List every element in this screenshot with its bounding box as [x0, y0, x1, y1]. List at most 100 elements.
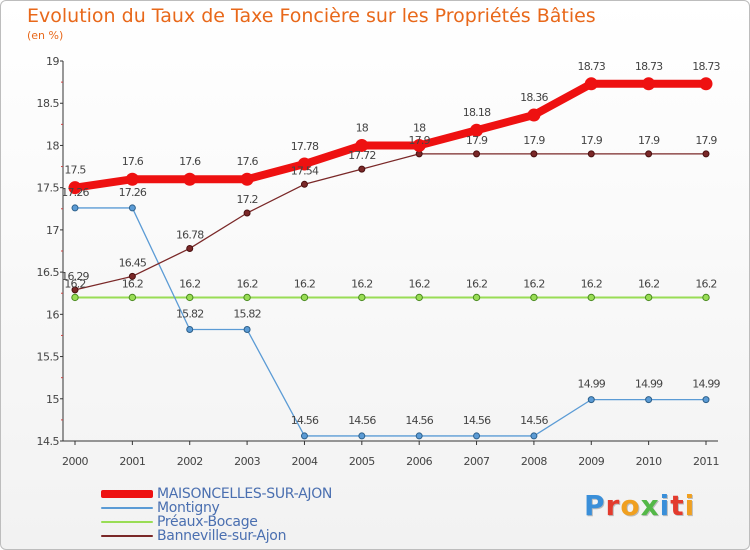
data-label-pr-aux-bocage: 16.2: [179, 277, 200, 290]
data-point-maisoncelles-sur-ajon: [240, 172, 254, 186]
data-point-pr-aux-bocage: [300, 293, 309, 302]
data-point-pr-aux-bocage: [530, 293, 538, 302]
data-label-pr-aux-bocage: 16.2: [64, 277, 85, 290]
data-label-maisoncelles-sur-ajon: 17.5: [64, 164, 86, 177]
data-point-maisoncelles-sur-ajon: [125, 172, 139, 186]
data-point-banneville-sur-ajon: [530, 150, 538, 158]
data-point-montigny: [473, 432, 481, 440]
data-point-maisoncelles-sur-ajon: [642, 77, 656, 91]
data-label-montigny: 17.26: [61, 186, 89, 199]
data-point-maisoncelles-sur-ajon: [297, 157, 311, 171]
x-tick-label: 2006: [406, 455, 432, 468]
data-labels-layer: 17.5 17.6 17.6 17.6 17.78 18 18 18.18 18.36 18.73…: [61, 60, 721, 427]
data-label-montigny: 14.99: [578, 378, 606, 391]
data-label-montigny: 14.99: [692, 378, 720, 391]
series-montigny: [71, 204, 710, 440]
x-tick-label: 2005: [349, 455, 375, 468]
legend-label: Banneville-sur-Ajon: [157, 528, 287, 544]
series-line-maisoncelles-sur-ajon: [71, 79, 710, 192]
data-label-maisoncelles-sur-ajon: 17.6: [122, 155, 144, 168]
x-tick-label: 2002: [177, 455, 203, 468]
data-label-maisoncelles-sur-ajon: 17.78: [291, 140, 319, 153]
legend: MAISONCELLES-SUR-AJON Montigny Préaux-Boca…: [101, 486, 332, 544]
data-point-maisoncelles-sur-ajon: [584, 77, 598, 91]
data-point-maisoncelles-sur-ajon: [527, 108, 541, 122]
data-point-montigny: [645, 396, 653, 404]
data-point-montigny: [587, 396, 595, 404]
y-tick-label: 16: [46, 308, 59, 321]
data-point-maisoncelles-sur-ajon: [183, 172, 197, 186]
data-label-maisoncelles-sur-ajon: 18: [356, 121, 369, 134]
legend-swatch: [101, 521, 153, 523]
legend-label: Montigny: [157, 500, 220, 516]
data-label-maisoncelles-sur-ajon: 18.36: [520, 91, 548, 104]
brand-letter: i: [684, 489, 696, 522]
data-point-banneville-sur-ajon: [71, 286, 79, 294]
data-label-maisoncelles-sur-ajon: 18.73: [578, 60, 606, 73]
data-point-maisoncelles-sur-ajon: [355, 138, 369, 152]
data-point-montigny: [415, 432, 423, 440]
data-point-maisoncelles-sur-ajon: [68, 181, 82, 195]
data-label-montigny: 14.99: [635, 378, 663, 391]
y-tick-label: 14.5: [37, 435, 60, 448]
data-label-montigny: 14.56: [520, 414, 548, 427]
x-tick-label: 2001: [119, 455, 145, 468]
data-label-maisoncelles-sur-ajon: 17.6: [179, 155, 201, 168]
data-label-banneville-sur-ajon: 17.72: [348, 149, 376, 162]
data-point-pr-aux-bocage: [587, 293, 595, 302]
series-pr-aux-bocage: [71, 293, 710, 302]
x-tick-label: 2007: [464, 455, 490, 468]
brand-letter: t: [670, 489, 685, 522]
data-label-maisoncelles-sur-ajon: 18.18: [463, 106, 491, 119]
data-point-banneville-sur-ajon: [587, 150, 595, 158]
data-label-montigny: 14.56: [463, 414, 491, 427]
data-label-pr-aux-bocage: 16.2: [236, 277, 257, 290]
legend-item-maisoncelles-sur-ajon: MAISONCELLES-SUR-AJON: [101, 486, 332, 502]
data-label-banneville-sur-ajon: 16.78: [176, 228, 204, 241]
data-point-pr-aux-bocage: [71, 293, 79, 302]
series-maisoncelles-sur-ajon: [68, 77, 713, 195]
data-label-montigny: 14.56: [291, 414, 319, 427]
data-label-pr-aux-bocage: 16.2: [523, 277, 544, 290]
axes: 14.5 15 15.5 16 16.5 17 17.5 18 18.5 19 2000 2001 20…: [37, 55, 720, 468]
data-label-maisoncelles-sur-ajon: 18.73: [635, 60, 663, 73]
data-label-montigny: 14.56: [405, 414, 433, 427]
series-line-banneville-sur-ajon: [74, 153, 707, 291]
data-label-pr-aux-bocage: 16.2: [695, 277, 716, 290]
data-label-pr-aux-bocage: 16.2: [122, 277, 143, 290]
data-label-banneville-sur-ajon: 17.9: [581, 134, 603, 147]
brand-letter: P: [584, 489, 606, 522]
data-label-banneville-sur-ajon: 17.9: [409, 134, 431, 147]
data-point-pr-aux-bocage: [243, 293, 251, 302]
data-point-montigny: [300, 432, 308, 440]
chart-title: Evolution du Taux de Taxe Foncière sur l…: [27, 5, 596, 27]
data-point-maisoncelles-sur-ajon: [470, 123, 484, 137]
data-point-montigny: [186, 326, 194, 334]
data-label-montigny: 15.82: [233, 308, 261, 321]
data-point-maisoncelles-sur-ajon: [412, 138, 426, 152]
data-point-banneville-sur-ajon: [645, 150, 653, 158]
data-label-pr-aux-bocage: 16.2: [409, 277, 430, 290]
y-tick-label: 15.5: [37, 351, 60, 364]
series-banneville-sur-ajon: [71, 150, 710, 294]
data-point-pr-aux-bocage: [415, 293, 423, 302]
data-point-banneville-sur-ajon: [702, 150, 710, 158]
data-label-banneville-sur-ajon: 17.2: [236, 193, 257, 206]
legend-item-banneville-sur-ajon: Banneville-sur-Ajon: [101, 528, 332, 544]
data-point-banneville-sur-ajon: [358, 165, 366, 173]
data-point-pr-aux-bocage: [128, 293, 137, 302]
data-point-banneville-sur-ajon: [128, 272, 136, 280]
x-tick-label: 2010: [636, 455, 662, 468]
data-point-pr-aux-bocage: [702, 293, 710, 302]
y-tick-label: 16.5: [37, 266, 60, 279]
data-label-banneville-sur-ajon: 17.9: [523, 134, 545, 147]
x-tick-label: 2008: [521, 455, 547, 468]
data-point-montigny: [530, 432, 538, 440]
brand-letter: r: [605, 489, 621, 522]
data-label-montigny: 15.82: [176, 308, 204, 321]
data-point-banneville-sur-ajon: [473, 150, 481, 158]
data-label-maisoncelles-sur-ajon: 18.73: [692, 60, 720, 73]
data-point-montigny: [358, 432, 366, 440]
y-tick-label: 19: [46, 55, 59, 68]
